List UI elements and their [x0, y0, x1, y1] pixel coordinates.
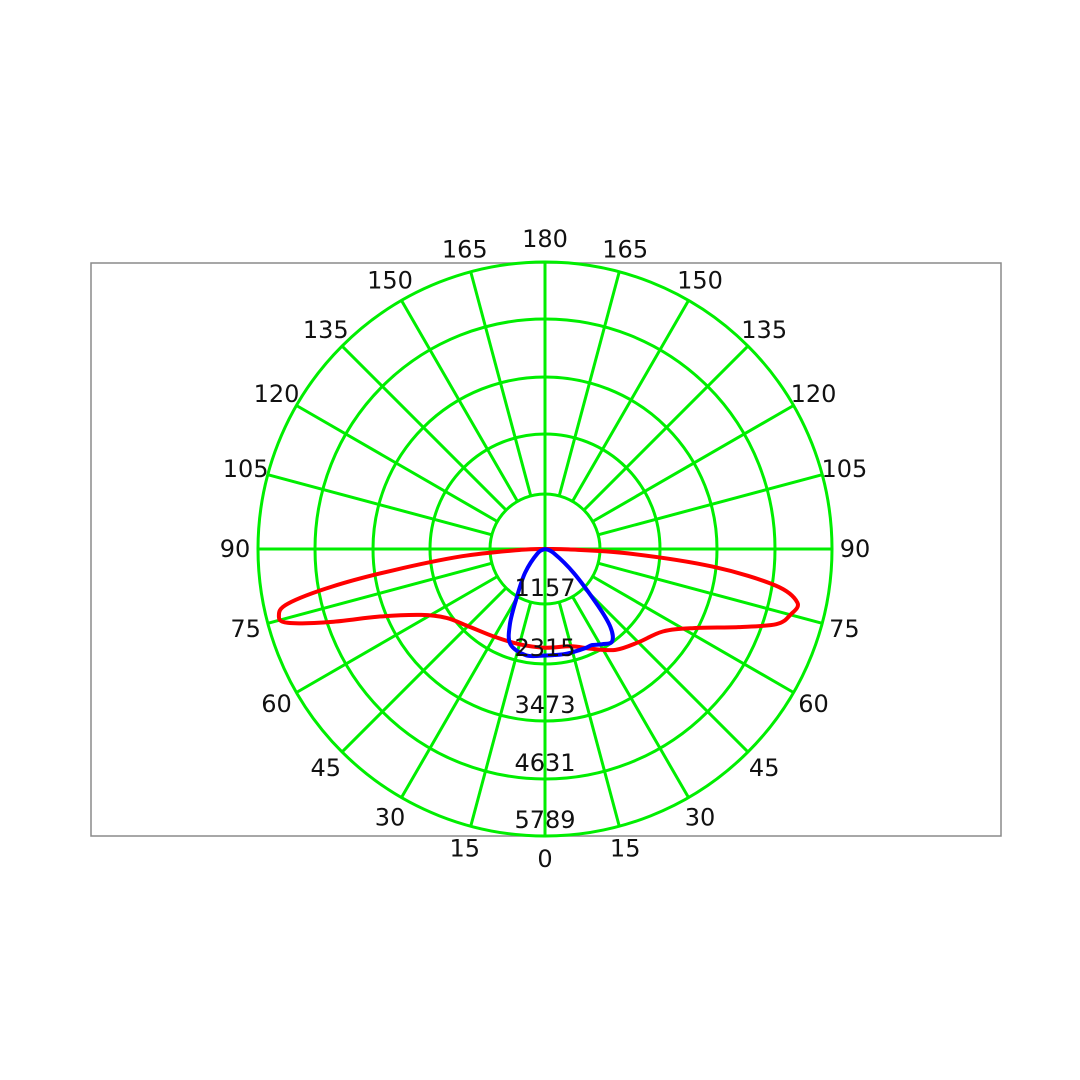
- radial-label-3: 3473: [514, 691, 575, 719]
- angle-label-left-3: 45: [311, 754, 342, 782]
- angle-label-left-1: 15: [450, 834, 481, 862]
- angle-label-left-8: 120: [254, 380, 300, 408]
- angle-label-right-7: 105: [821, 455, 867, 483]
- grid-spoke: [295, 404, 499, 523]
- grid-spoke: [400, 595, 519, 799]
- radial-label-4: 4631: [514, 749, 575, 777]
- series-curve-2: [506, 547, 615, 659]
- angle-label-right-1: 15: [610, 834, 641, 862]
- axis-labels: 0 15 30 45 60 75 90 105 120 135 150 165 180 15 30 45 60 7…: [220, 225, 871, 873]
- intensity-curves: [276, 546, 800, 659]
- angle-label-left-0: 0: [537, 845, 552, 873]
- angle-label-left-2: 30: [375, 804, 406, 832]
- angle-label-right-4: 60: [798, 690, 829, 718]
- angle-label-right-6: 90: [840, 535, 871, 563]
- grid-spoke: [469, 271, 533, 497]
- angle-label-right-11: 165: [602, 236, 648, 264]
- grid-spoke: [267, 473, 493, 537]
- grid-spoke: [340, 586, 508, 754]
- radial-label-1: 1157: [514, 574, 575, 602]
- angle-label-right-8: 120: [791, 380, 837, 408]
- grid-spoke: [557, 271, 621, 497]
- grid-spoke: [582, 586, 750, 754]
- grid-spoke: [591, 404, 795, 523]
- polar-grid: [256, 260, 834, 838]
- grid-spoke: [295, 575, 499, 694]
- angle-label-right-10: 150: [677, 267, 723, 295]
- grid-spoke: [591, 575, 795, 694]
- angle-label-left-11: 165: [442, 236, 488, 264]
- angle-label-right-9: 135: [741, 316, 787, 344]
- grid-spoke: [597, 561, 823, 625]
- series-curve-1: [276, 546, 800, 653]
- angle-label-right-2: 30: [685, 804, 716, 832]
- angle-label-left-9: 135: [303, 316, 349, 344]
- angle-label-left-7: 105: [223, 455, 269, 483]
- grid-spoke: [400, 299, 519, 503]
- grid-spoke: [571, 595, 690, 799]
- grid-spoke: [582, 344, 750, 512]
- radial-label-5: 5789: [514, 806, 575, 834]
- angle-label-left-6: 90: [220, 535, 251, 563]
- grid-spoke: [571, 299, 690, 503]
- grid-spoke: [557, 601, 621, 827]
- angle-label-left-10: 150: [367, 267, 413, 295]
- angle-label-left-12: 180: [522, 225, 568, 253]
- radial-label-2: 2315: [514, 634, 575, 662]
- grid-spoke: [597, 473, 823, 537]
- grid-spoke: [267, 561, 493, 625]
- angle-label-left-5: 75: [230, 615, 261, 643]
- grid-spoke: [469, 601, 533, 827]
- angle-label-right-3: 45: [749, 754, 780, 782]
- grid-spoke: [340, 344, 508, 512]
- angle-label-left-4: 60: [261, 690, 292, 718]
- angle-label-right-5: 75: [829, 615, 860, 643]
